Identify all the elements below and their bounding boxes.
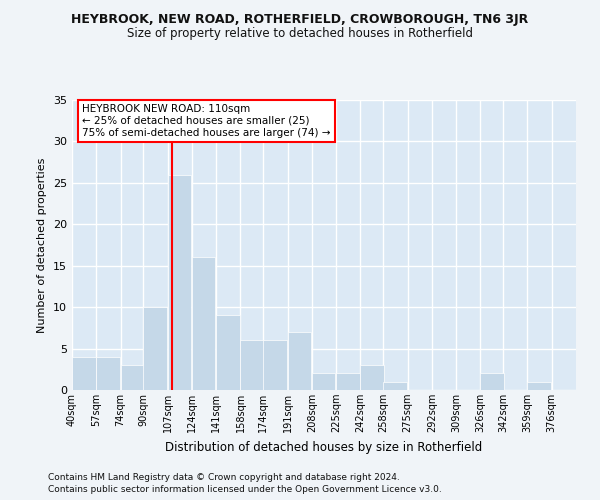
Bar	[96, 357, 120, 390]
Y-axis label: Number of detached properties: Number of detached properties	[37, 158, 47, 332]
Bar	[287, 332, 311, 390]
X-axis label: Distribution of detached houses by size in Rotherfield: Distribution of detached houses by size …	[166, 440, 482, 454]
Bar	[216, 316, 240, 390]
Text: HEYBROOK, NEW ROAD, ROTHERFIELD, CROWBOROUGH, TN6 3JR: HEYBROOK, NEW ROAD, ROTHERFIELD, CROWBOR…	[71, 12, 529, 26]
Bar	[143, 307, 167, 390]
Bar	[121, 365, 144, 390]
Bar	[167, 174, 191, 390]
Bar	[241, 340, 264, 390]
Bar	[192, 258, 215, 390]
Bar	[361, 365, 384, 390]
Text: HEYBROOK NEW ROAD: 110sqm
← 25% of detached houses are smaller (25)
75% of semi-: HEYBROOK NEW ROAD: 110sqm ← 25% of detac…	[82, 104, 331, 138]
Bar	[263, 340, 287, 390]
Bar	[312, 374, 335, 390]
Bar	[336, 374, 359, 390]
Text: Contains public sector information licensed under the Open Government Licence v3: Contains public sector information licen…	[48, 485, 442, 494]
Bar	[72, 357, 95, 390]
Bar	[527, 382, 551, 390]
Bar	[481, 374, 504, 390]
Text: Size of property relative to detached houses in Rotherfield: Size of property relative to detached ho…	[127, 28, 473, 40]
Bar	[383, 382, 407, 390]
Text: Contains HM Land Registry data © Crown copyright and database right 2024.: Contains HM Land Registry data © Crown c…	[48, 472, 400, 482]
